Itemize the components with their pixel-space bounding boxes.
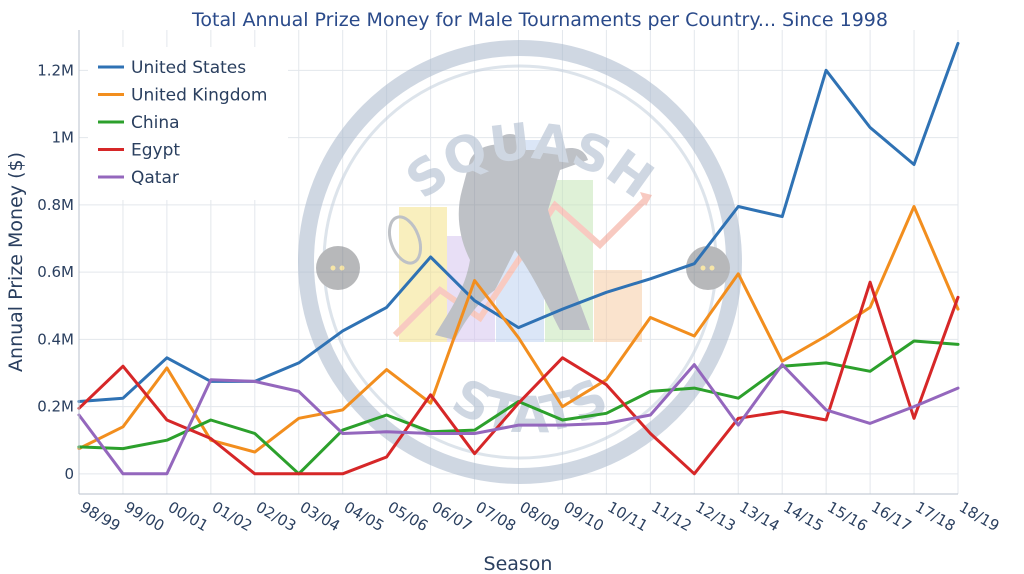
watermark-racket [387, 215, 423, 265]
y-tick-label: 0.8M [37, 196, 74, 214]
legend-item-label[interactable]: United Kingdom [131, 86, 267, 106]
x-tick-labels: 98/9999/0000/0101/0202/0303/0404/0505/06… [77, 498, 1002, 535]
watermark-outer-ring [298, 40, 742, 484]
legend-item-label[interactable]: United States [131, 58, 246, 78]
x-tick-label: 02/03 [253, 498, 299, 535]
chart-title: Total Annual Prize Money for Male Tourna… [191, 9, 888, 31]
watermark-ball-dot [700, 265, 706, 271]
series-line-egypt[interactable] [77, 280, 960, 476]
x-tick-label: 18/19 [956, 498, 1002, 535]
y-tick-label: 0.4M [37, 330, 74, 348]
watermark-ball-dot [330, 265, 336, 271]
x-tick-label: 11/12 [648, 498, 694, 535]
x-tick-label: 04/05 [341, 498, 387, 535]
x-tick-label: 00/01 [165, 498, 211, 535]
x-tick-label: 08/09 [517, 498, 563, 535]
y-tick-label: 1M [52, 129, 75, 147]
legend-item-label[interactable]: Qatar [131, 168, 179, 188]
legend-item-label[interactable]: Egypt [131, 141, 180, 161]
y-tick-label: 0.2M [37, 398, 74, 416]
x-tick-label: 17/18 [912, 498, 958, 535]
y-axis-label: Annual Prize Money ($) [5, 152, 27, 372]
watermark-ball-left [316, 246, 360, 290]
watermark-bar [594, 270, 642, 342]
x-tick-label: 15/16 [824, 498, 870, 535]
x-tick-label: 01/02 [209, 498, 255, 535]
x-tick-label: 10/11 [604, 498, 650, 535]
y-tick-labels: 0 0.2M 0.4M 0.6M 0.8M 1M 1.2M [37, 61, 74, 482]
x-tick-label: 12/13 [692, 498, 738, 535]
legend-item-label[interactable]: China [131, 113, 180, 133]
series-lines [77, 41, 960, 476]
series-line-united-kingdom[interactable] [77, 205, 960, 454]
y-tick-label: 0 [64, 465, 74, 483]
x-tick-label: 09/10 [560, 498, 606, 535]
x-axis-label: Season [484, 553, 553, 574]
squash-stats-watermark-logo: SQUASH STATS [298, 40, 742, 484]
x-tick-label: 99/00 [121, 498, 167, 535]
watermark-player-silhouette [435, 144, 590, 340]
legend: United States United Kingdom China Egypt Qat… [88, 47, 288, 200]
watermark-player-head [494, 134, 526, 166]
watermark-ball-dot [339, 265, 345, 271]
x-tick-label: 07/08 [473, 498, 519, 535]
y-tick-label: 1.2M [37, 61, 74, 79]
x-tick-label: 03/04 [297, 498, 343, 535]
series-line-qatar[interactable] [77, 363, 960, 476]
x-tick-label: 16/17 [868, 498, 914, 535]
x-tick-label: 06/07 [429, 498, 475, 535]
watermark-arrow-head [640, 192, 652, 206]
x-tick-label: 13/14 [736, 498, 782, 535]
x-tick-label: 05/06 [385, 498, 431, 535]
watermark-trend-arrow [392, 194, 651, 338]
watermark-ball-dot [709, 265, 715, 271]
watermark-ball-right [686, 246, 730, 290]
x-tick-label: 14/15 [780, 498, 826, 535]
y-tick-label: 0.6M [37, 263, 74, 281]
x-tick-label: 98/99 [77, 498, 123, 535]
